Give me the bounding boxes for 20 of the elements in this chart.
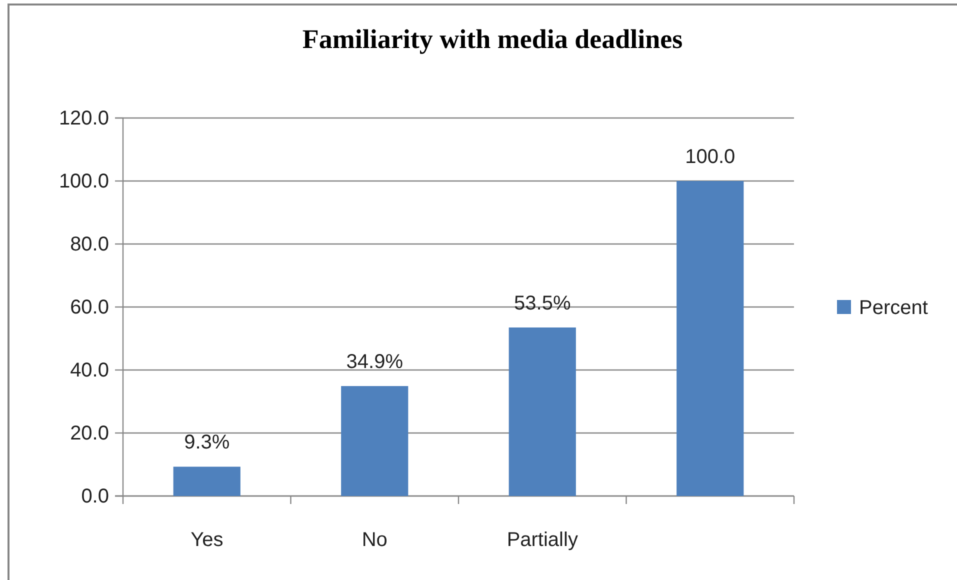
y-tick-label: 60.0 <box>70 296 109 318</box>
bar <box>676 181 744 496</box>
y-tick-label: 100.0 <box>58 170 109 192</box>
x-tick-label: Partially <box>506 529 578 552</box>
x-tick-label: No <box>362 529 388 552</box>
data-label: 100.0 <box>685 146 736 168</box>
y-tick-label: 80.0 <box>70 233 109 256</box>
y-tick-label: 120.0 <box>58 107 109 130</box>
chart-title: Familiarity with media deadlines <box>302 24 683 54</box>
data-label: 34.9% <box>346 351 404 374</box>
data-label: 53.5% <box>514 292 571 314</box>
bar <box>508 327 576 496</box>
bar <box>341 386 408 496</box>
bar <box>173 466 240 496</box>
data-label: 9.3% <box>184 432 230 454</box>
y-tick-label: 0.0 <box>81 485 109 508</box>
y-tick-label: 20.0 <box>70 422 109 444</box>
x-tick-label: Yes <box>190 529 224 552</box>
y-tick-label: 40.0 <box>70 359 109 382</box>
legend-label: Percent <box>859 297 928 319</box>
